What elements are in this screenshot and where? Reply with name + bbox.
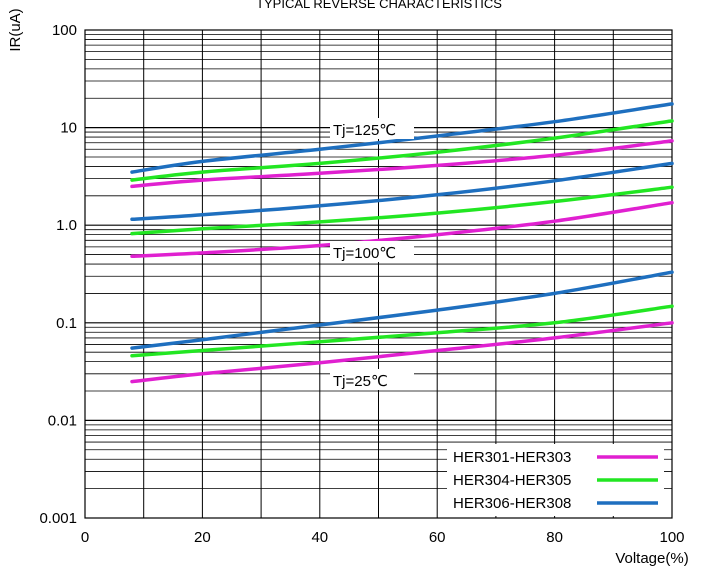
- y-tick-label: 0.1: [56, 315, 77, 332]
- y-tick-label: 10: [60, 120, 77, 137]
- x-tick-label: 60: [429, 529, 446, 546]
- series-line: [130, 270, 674, 350]
- temperature-annotation: Tj=125℃: [333, 122, 396, 139]
- series-line: [130, 321, 674, 384]
- series-line: [130, 119, 674, 182]
- x-tick-label: 0: [81, 529, 89, 546]
- annotation-bg: [330, 369, 414, 390]
- annotation-layer: Tj=125℃ Tj=100℃ Tj=25℃: [330, 118, 414, 390]
- legend-label: HER301-HER303: [453, 449, 571, 466]
- series-line: [130, 304, 674, 358]
- x-tick-label: 80: [546, 529, 563, 546]
- x-tick-label: 100: [659, 529, 684, 546]
- temperature-annotation: Tj=100℃: [333, 245, 396, 262]
- series-line: [130, 139, 674, 189]
- y-tick-label: 0.01: [48, 412, 77, 429]
- y-tick-label: 0.001: [39, 510, 77, 527]
- x-tick-label: 20: [194, 529, 211, 546]
- x-tick-labels: 0 20 40 60 80 100: [81, 529, 685, 546]
- chart-title: TYPICAL REVERSE CHARACTERISTICS: [256, 0, 502, 11]
- y-tick-label: 100: [52, 22, 77, 39]
- y-tick-label: 1.0: [56, 217, 77, 234]
- annotation-bg: [330, 241, 414, 262]
- legend: HER301-HER303 HER304-HER305 HER306-HER308: [447, 444, 664, 516]
- series-line: [130, 200, 674, 259]
- x-axis-label: Voltage(%): [615, 550, 688, 567]
- x-tick-label: 40: [311, 529, 328, 546]
- legend-label: HER304-HER305: [453, 472, 571, 489]
- y-tick-labels: 0.001 0.01 0.1 1.0 10 100: [39, 22, 77, 527]
- temperature-annotation: Tj=25℃: [333, 373, 388, 390]
- series-line: [130, 185, 674, 236]
- y-axis-label: IR(uA): [7, 8, 24, 51]
- annotation-bg: [330, 118, 414, 139]
- series-line: [130, 161, 674, 222]
- series-layer: [130, 102, 674, 384]
- legend-label: HER306-HER308: [453, 495, 571, 512]
- series-line: [130, 102, 674, 174]
